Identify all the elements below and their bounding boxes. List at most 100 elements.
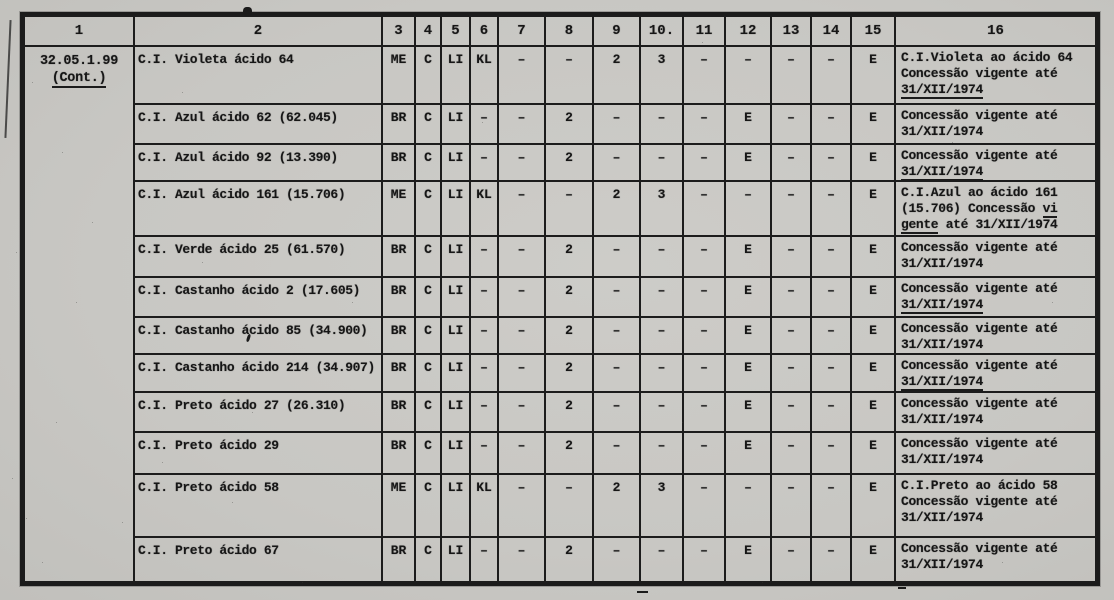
code-cell-col13: – (770, 431, 812, 475)
concession-table-frame: 1 2 3 4 5 6 7 8 9 10. 11 12 13 14 15 16 32.05.1.99 (Cont… (20, 12, 1100, 586)
column-header-2: 2 (133, 15, 383, 47)
code-cell-col12: – (724, 45, 772, 105)
code-cell-col15: E (850, 316, 896, 355)
code-cell-col8: 2 (544, 391, 594, 433)
scan-noise-dot (872, 252, 873, 253)
scan-noise-dot (16, 252, 17, 253)
code-cell-col11: – (682, 103, 726, 145)
note-text: 31/XII/1974 (901, 412, 983, 427)
code-cell-col6: – (469, 536, 499, 583)
scan-noise-dot (1052, 302, 1053, 303)
code-cell-col7: – (497, 45, 546, 105)
colorant-name-cell: C.I. Violeta ácido 64 (133, 45, 383, 105)
code-cell-col3: BR (381, 316, 416, 355)
code-cell-col10: – (639, 276, 684, 318)
code-cell-col6: – (469, 353, 499, 393)
colorant-name-cell: C.I. Castanho ácido 214 (34.907) (133, 353, 383, 393)
heading-continuation-label: (Cont.) (51, 71, 107, 88)
scan-noise-dot (252, 412, 253, 413)
code-cell-col3: ME (381, 45, 416, 105)
concession-note-cell: Concessão vigente até 31/XII/1974 (894, 391, 1097, 433)
table-row: C.I. Azul ácido 161 (15.706) ME C LI KL – –2 3–… (24, 180, 1097, 237)
table-row: C.I. Preto ácido 67 BR C LI – –2– – – E – – E Conces… (24, 536, 1097, 583)
code-cell-col3: BR (381, 143, 416, 182)
column-header-1: 1 (23, 15, 135, 47)
note-line: Concessão vigente até (901, 321, 1094, 337)
note-text: 31/XII/1974 (901, 510, 983, 525)
code-cell-col3: ME (381, 180, 416, 237)
concession-note-cell: Concessão vigente até 31/XII/1974 (894, 536, 1097, 583)
code-cell-col5: LI (440, 316, 471, 355)
column-header-16: 16 (894, 15, 1097, 47)
code-cell-col11: – (682, 143, 726, 182)
code-cell-col13: – (770, 391, 812, 433)
code-cell-col15: E (850, 45, 896, 105)
code-cell-col8: 2 (544, 143, 594, 182)
concession-table: 1 2 3 4 5 6 7 8 9 10. 11 12 13 14 15 16 32.05.1.99 (Cont… (23, 15, 1097, 583)
scan-noise-dot (202, 262, 203, 263)
note-line: Concessão vigente até (901, 240, 1094, 256)
code-cell-col7: – (497, 143, 546, 182)
code-cell-col4: C (414, 431, 442, 475)
note-text: C.I.Violeta ao ácido 64 (901, 50, 1073, 65)
code-cell-col8: 2 (544, 103, 594, 145)
column-header-8: 8 (544, 15, 594, 47)
code-cell-col13: – (770, 45, 812, 105)
note-line: 31/XII/1974 (901, 412, 1094, 428)
code-cell-col4: C (414, 276, 442, 318)
table-row: 32.05.1.99 (Cont.) C.I. Violeta ácido 64 ME… (23, 45, 1097, 583)
note-line: 31/XII/1974 (901, 164, 1094, 179)
code-cell-col4: C (414, 473, 442, 538)
code-cell-col9: – (592, 143, 641, 182)
concession-note-cell: Concessão vigente até 31/XII/1974 (894, 276, 1097, 318)
code-cell-col14: – (810, 353, 852, 393)
colorant-name-cell: C.I. Preto ácido 58 (133, 473, 383, 538)
code-cell-col4: C (414, 180, 442, 237)
code-cell-col14: – (810, 143, 852, 182)
code-cell-col10: – (639, 353, 684, 393)
colorant-name-cell: C.I. Preto ácido 27 (26.310) (133, 391, 383, 433)
code-cell-col5: LI (440, 103, 471, 145)
concession-note-cell: Concessão vigente até 31/XII/1974 (894, 353, 1097, 393)
scan-noise-dot (76, 302, 77, 303)
table-row: C.I. Azul ácido 92 (13.390) BR C LI – –2– – – E –… (24, 143, 1097, 182)
ink-blob (243, 7, 252, 16)
note-text: C.I.Azul ao ácido 161 (901, 185, 1058, 200)
stray-dash (637, 591, 648, 593)
scan-edge-line (4, 20, 12, 138)
code-cell-col9: – (592, 353, 641, 393)
code-cell-col12: E (724, 431, 772, 475)
scan-noise-dot (142, 192, 143, 193)
code-cell-col13: – (770, 536, 812, 583)
note-line: 31/XII/1974 (901, 557, 1094, 573)
code-cell-col12: E (724, 391, 772, 433)
table-row: C.I. Verde ácido 25 (61.570) BR C LI – –2– – – E… (24, 235, 1097, 278)
code-cell-col14: – (810, 276, 852, 318)
note-line: 31/XII/1974 (901, 124, 1094, 140)
scan-noise-dot (682, 422, 683, 423)
code-cell-col7: – (497, 276, 546, 318)
code-cell-col8: 2 (544, 276, 594, 318)
scan-noise-dot (122, 522, 123, 523)
code-cell-col11: – (682, 536, 726, 583)
code-cell-col8: 2 (544, 353, 594, 393)
column-header-9: 9 (592, 15, 641, 47)
code-cell-col14: – (810, 180, 852, 237)
column-header-4: 4 (414, 15, 442, 47)
scan-noise-dot (92, 222, 93, 223)
colorant-name-cell: C.I. Preto ácido 29 (133, 431, 383, 475)
code-cell-col12: E (724, 536, 772, 583)
colorant-name-cell: C.I. Azul ácido 92 (13.390) (133, 143, 383, 182)
code-cell-col11: – (682, 431, 726, 475)
colorant-name-cell: C.I. Preto ácido 67 (133, 536, 383, 583)
code-cell-col3: ME (381, 473, 416, 538)
code-cell-col14: – (810, 235, 852, 278)
note-text: Concessão vigente até (901, 148, 1058, 163)
scan-noise-dot (762, 582, 763, 583)
code-cell-col5: LI (440, 353, 471, 393)
code-cell-col14: – (810, 391, 852, 433)
code-cell-col9: 2 (592, 473, 641, 538)
code-cell-col15: E (850, 536, 896, 583)
code-cell-col5: LI (440, 45, 471, 105)
